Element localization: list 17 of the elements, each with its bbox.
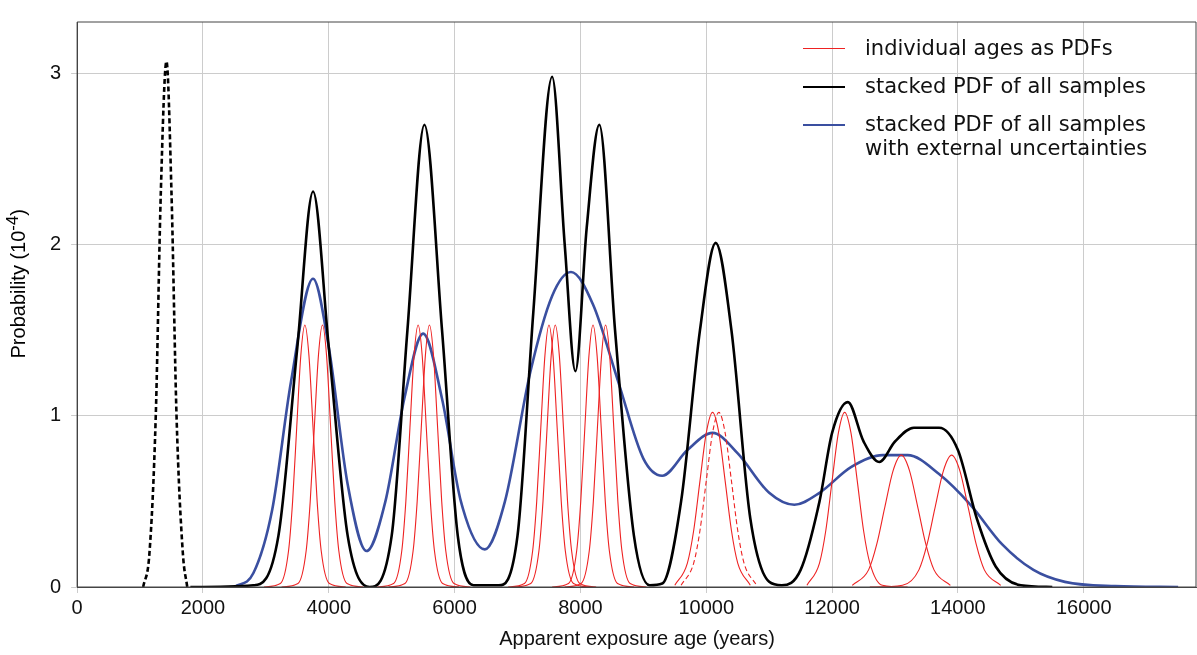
y-tick-label: 2 [50,232,62,255]
x-tick-label: 4000 [306,595,352,618]
legend-label: stacked PDF of all samples [865,74,1146,98]
y-tick-label: 0 [50,574,62,597]
x-tick-label: 12000 [804,595,860,618]
x-tick-label: 2000 [180,595,226,618]
x-tick-label: 16000 [1055,595,1112,618]
y-tick-label: 1 [50,403,62,426]
x-tick-label: 0 [71,595,83,618]
x-tick-label: 8000 [558,595,603,618]
y-tick-label: 3 [50,60,62,83]
legend-label: individual ages as PDFs [865,36,1113,60]
x-tick-label: 14000 [930,595,986,618]
legend-label: stacked PDF of all samples with external uncertainties [865,112,1149,160]
x-axis-title: Apparent exposure age (years) [499,626,775,649]
x-tick-label: 10000 [678,595,735,618]
x-tick-label: 6000 [432,595,477,618]
